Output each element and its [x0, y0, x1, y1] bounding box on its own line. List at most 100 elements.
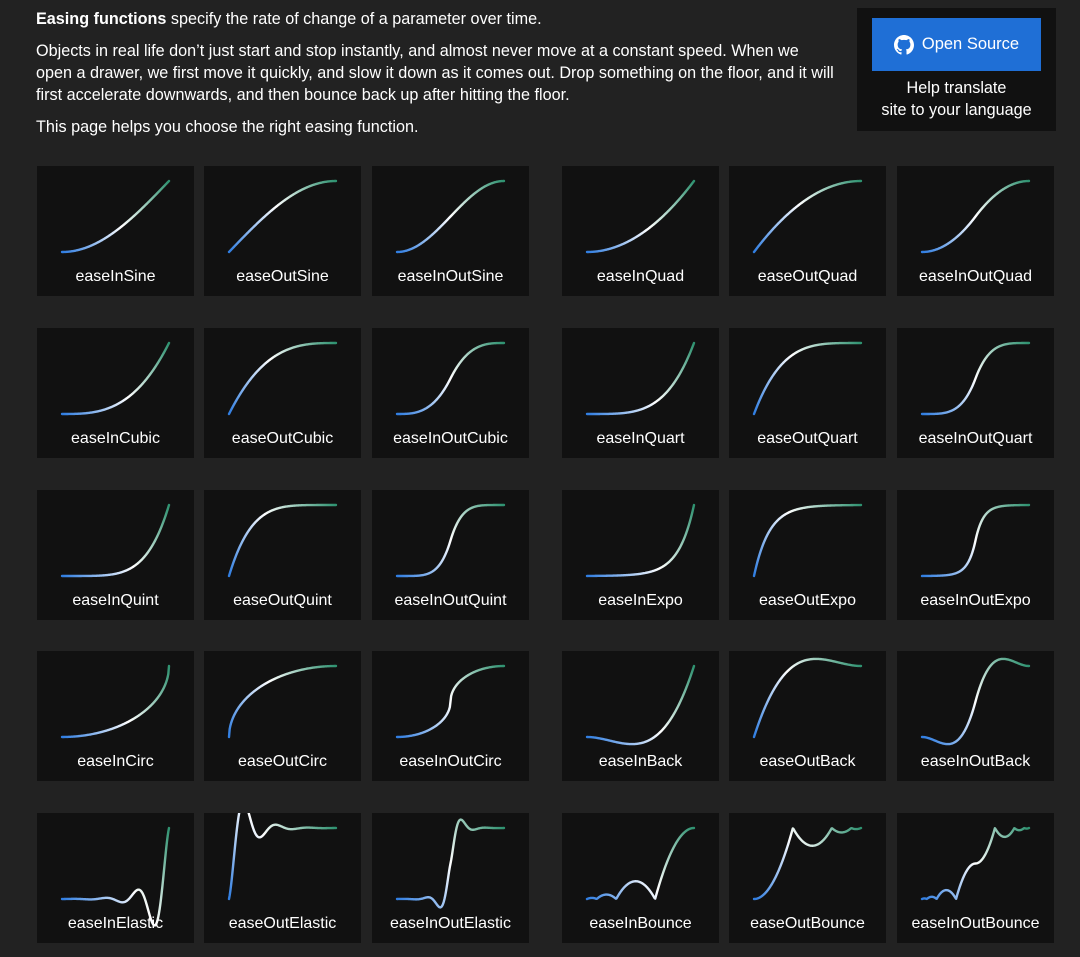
easing-card-label: easeInBack — [598, 753, 683, 770]
easing-curve-graph — [752, 503, 863, 578]
easing-card-label: easeOutCirc — [238, 753, 327, 770]
easing-card-label: easeOutBounce — [750, 915, 865, 932]
easing-curve-graph — [227, 503, 338, 578]
easing-curve-graph — [227, 341, 338, 416]
easing-curve-graph — [585, 503, 696, 578]
easing-card-ease-out-expo[interactable]: easeOutExpo — [729, 490, 886, 620]
easing-curve-line — [752, 179, 863, 254]
easing-curve-graph — [395, 664, 506, 739]
easing-card-ease-in-cubic[interactable]: easeInCubic — [37, 328, 194, 458]
easing-card-ease-out-sine[interactable]: easeOutSine — [204, 166, 361, 296]
easing-card-ease-in-out-elastic[interactable]: easeInOutElastic — [372, 813, 529, 943]
easing-curve-line — [585, 503, 696, 578]
easing-curve-graph — [60, 664, 171, 739]
easing-card-ease-in-out-quart[interactable]: easeInOutQuart — [897, 328, 1054, 458]
easing-curve-line — [60, 179, 171, 254]
easing-card-ease-out-quart[interactable]: easeOutQuart — [729, 328, 886, 458]
easing-card-label: easeOutQuad — [757, 268, 858, 285]
easing-card-label: easeOutQuint — [233, 592, 332, 609]
easing-curve-line — [395, 503, 506, 578]
easing-curve-line — [920, 503, 1031, 578]
easing-curve-line — [752, 341, 863, 416]
easing-card-ease-in-circ[interactable]: easeInCirc — [37, 651, 194, 781]
intro-paragraph: Objects in real life don’t just start an… — [36, 42, 834, 104]
easing-card-ease-in-out-circ[interactable]: easeInOutCirc — [372, 651, 529, 781]
intro-note: This page helps you choose the right eas… — [36, 118, 419, 136]
help-translate-line1: Help translate — [906, 79, 1007, 97]
easing-card-ease-out-back[interactable]: easeOutBack — [729, 651, 886, 781]
easing-curve-line — [585, 179, 696, 254]
easing-card-label: easeInCubic — [71, 430, 160, 447]
easing-card-ease-in-back[interactable]: easeInBack — [562, 651, 719, 781]
easing-card-ease-in-out-quad[interactable]: easeInOutQuad — [897, 166, 1054, 296]
easing-card-label: easeOutSine — [236, 268, 329, 285]
easing-curve-line — [920, 657, 1031, 746]
easing-card-ease-in-out-expo[interactable]: easeInOutExpo — [897, 490, 1054, 620]
easing-card-ease-in-quad[interactable]: easeInQuad — [562, 166, 719, 296]
easing-curve-graph — [920, 503, 1031, 578]
easing-card-ease-in-bounce[interactable]: easeInBounce — [562, 813, 719, 943]
easing-curve-graph — [585, 341, 696, 416]
easing-curve-line — [60, 341, 171, 416]
easing-curve-line — [227, 341, 338, 416]
easing-curve-graph — [395, 179, 506, 254]
easing-curve-line — [395, 179, 506, 254]
easing-curve-line — [227, 664, 338, 739]
easing-curve-line — [227, 503, 338, 578]
intro-lead-rest: specify the rate of change of a paramete… — [166, 10, 542, 28]
easing-card-label: easeInSine — [75, 268, 156, 285]
easing-curve-line — [752, 503, 863, 578]
easing-card-ease-in-out-quint[interactable]: easeInOutQuint — [372, 490, 529, 620]
easing-curve-line — [60, 664, 171, 739]
easing-card-ease-out-quad[interactable]: easeOutQuad — [729, 166, 886, 296]
easing-card-label: easeInExpo — [598, 592, 683, 609]
easing-card-ease-out-bounce[interactable]: easeOutBounce — [729, 813, 886, 943]
easing-curve-line — [227, 813, 338, 901]
easing-card-label: easeInQuint — [72, 592, 159, 609]
easing-card-ease-in-out-cubic[interactable]: easeInOutCubic — [372, 328, 529, 458]
easing-card-ease-in-out-sine[interactable]: easeInOutSine — [372, 166, 529, 296]
easing-card-label: easeInOutQuad — [919, 268, 1032, 285]
easing-curve-graph — [60, 503, 171, 578]
easing-curve-graph — [227, 179, 338, 254]
easing-curve-line — [920, 179, 1031, 254]
easing-card-label: easeInOutElastic — [390, 915, 511, 932]
easing-card-ease-in-quint[interactable]: easeInQuint — [37, 490, 194, 620]
easing-curve-line — [395, 664, 506, 739]
easing-curve-graph — [920, 179, 1031, 254]
easing-curve-graph — [752, 179, 863, 254]
easing-curve-graph — [395, 503, 506, 578]
easing-curve-graph — [920, 826, 1031, 901]
intro-lead-bold: Easing functions — [36, 10, 167, 28]
easing-card-ease-in-out-back[interactable]: easeInOutBack — [897, 651, 1054, 781]
easing-card-ease-out-elastic[interactable]: easeOutElastic — [204, 813, 361, 943]
open-source-button[interactable]: Open Source — [872, 18, 1041, 71]
easing-card-label: easeInCirc — [77, 753, 154, 770]
help-translate-line2: site to your language — [881, 101, 1032, 119]
easing-curve-line — [752, 826, 863, 901]
easing-card-ease-out-cubic[interactable]: easeOutCubic — [204, 328, 361, 458]
easing-card-label: easeInQuad — [596, 268, 685, 285]
easing-curve-line — [395, 341, 506, 416]
easing-card-ease-out-circ[interactable]: easeOutCirc — [204, 651, 361, 781]
easing-curve-graph — [752, 826, 863, 901]
easing-curve-graph — [395, 341, 506, 416]
easing-curve-graph — [60, 826, 171, 927]
easing-card-label: easeInOutExpo — [920, 592, 1031, 609]
easing-card-ease-in-elastic[interactable]: easeInElastic — [37, 813, 194, 943]
easing-card-label: easeInOutBack — [920, 753, 1031, 770]
easing-card-ease-in-quart[interactable]: easeInQuart — [562, 328, 719, 458]
easing-card-ease-in-sine[interactable]: easeInSine — [37, 166, 194, 296]
easing-curve-line — [395, 818, 506, 909]
easing-curve-line — [585, 664, 696, 746]
easing-card-label: easeOutExpo — [759, 592, 856, 609]
easing-card-ease-out-quint[interactable]: easeOutQuint — [204, 490, 361, 620]
easing-card-label: easeInBounce — [589, 915, 692, 932]
help-translate[interactable]: Help translate site to your language — [857, 77, 1056, 121]
easing-curve-line — [920, 341, 1031, 416]
easing-card-label: easeOutCubic — [231, 430, 334, 447]
easing-card-ease-in-expo[interactable]: easeInExpo — [562, 490, 719, 620]
easing-card-ease-in-out-bounce[interactable]: easeInOutBounce — [897, 813, 1054, 943]
easing-card-label: easeInQuart — [596, 430, 685, 447]
intro-lead: Easing functions specify the rate of cha… — [36, 8, 836, 30]
